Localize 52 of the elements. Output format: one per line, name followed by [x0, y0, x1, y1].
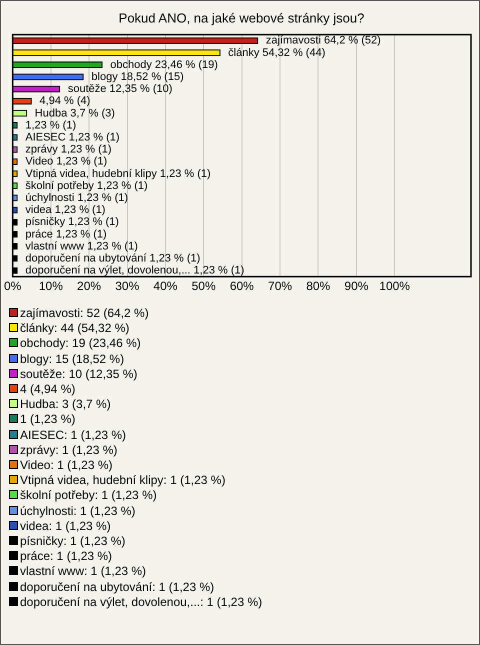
- text: články 54,32 % (44): [228, 46, 326, 59]
- text: vlastní www 1,23 % (1): [25, 240, 138, 252]
- legend-label: články: 44 (54,32 %): [19, 321, 130, 336]
- x-tick-label: 0%: [4, 279, 22, 294]
- x-tick-label: 60%: [230, 279, 254, 294]
- x-tick-label: 30%: [115, 279, 140, 294]
- text: blogy 18,52 % (15): [91, 70, 184, 83]
- x-tick-label: 20%: [77, 279, 102, 294]
- legend-label: blogy: 15 (18,52 %): [19, 352, 126, 367]
- text: doporučení na výlet, dovolenou,... 1,23 % (1): [25, 264, 244, 277]
- legend-label: zprávy: 1 (1,23 %): [19, 442, 118, 458]
- legend-label: písničky: 1 (1,23 %): [19, 534, 126, 550]
- text: 4,94 % (4): [40, 95, 90, 108]
- x-tick-label: 80%: [306, 279, 331, 294]
- legend-label: Vtipná videa, hudební klipy: 1 (1,23 %): [19, 473, 226, 488]
- legend-label: Video: 1 (1,23 %): [19, 458, 114, 474]
- text: soutěže 12,35 % (10): [68, 83, 172, 96]
- legend-label: Hudba: 3 (3,7 %): [19, 397, 112, 412]
- text: Hudba 3,7 % (3): [34, 107, 115, 120]
- chart-title: Pokud ANO, na jaké webové stránky jsou?: [118, 10, 364, 26]
- legend-label: zajímavosti: 52 (64,2 %): [19, 306, 150, 322]
- x-tick-label: 70%: [268, 279, 292, 294]
- legend-label: obchody: 19 (23,46 %): [19, 336, 142, 352]
- legend-label: soutěže: 10 (12,35 %): [19, 366, 138, 382]
- text: písničky 1,23 % (1): [25, 216, 119, 228]
- text: videa 1,23 % (1): [25, 204, 106, 216]
- x-tick-label: 10%: [38, 279, 64, 294]
- x-tick-label: 40%: [153, 279, 178, 294]
- legend-label: AIESEC: 1 (1,23 %): [19, 428, 128, 443]
- legend-label: vlastní www: 1 (1,23 %): [19, 564, 148, 580]
- legend-label: videa: 1 (1,23 %): [19, 518, 112, 534]
- legend-label: 4 (4,94 %): [19, 382, 76, 398]
- x-tick-label: 90%: [344, 279, 369, 294]
- text: AIESEC 1,23 % (1): [25, 131, 120, 144]
- text: práce 1,23 % (1): [25, 228, 107, 240]
- text: Video 1,23 % (1): [25, 156, 108, 168]
- legend-label: 1 (1,23 %): [19, 412, 76, 428]
- legend-label: školní potřeby: 1 (1,23 %): [19, 488, 158, 504]
- text: doporučení na ubytování 1,23 % (1): [25, 252, 200, 264]
- legend-label: doporučení na výlet, dovolenou,...: 1 (1,23 %): [19, 594, 262, 610]
- text: 1,23 % (1): [25, 119, 76, 132]
- x-tick-label: 100%: [379, 279, 410, 294]
- text: zprávy 1,23 % (1): [25, 144, 112, 156]
- legend-label: práce: 1 (1,23 %): [19, 549, 114, 564]
- x-tick-label: 50%: [192, 279, 216, 294]
- legend-label: doporučení na ubytování: 1 (1,23 %): [19, 580, 216, 595]
- text: školní potřeby 1,23 % (1): [25, 180, 148, 192]
- text: obchody 23,46 % (19): [110, 58, 218, 71]
- text: úchylnosti 1,23 % (1): [25, 192, 128, 204]
- text: zajímavosti 64,2 % (52): [266, 34, 381, 47]
- text: Vtipná videa, hudební klipy 1,23 % (1): [25, 168, 211, 180]
- legend-label: úchylnosti: 1 (1,23 %): [19, 504, 136, 519]
